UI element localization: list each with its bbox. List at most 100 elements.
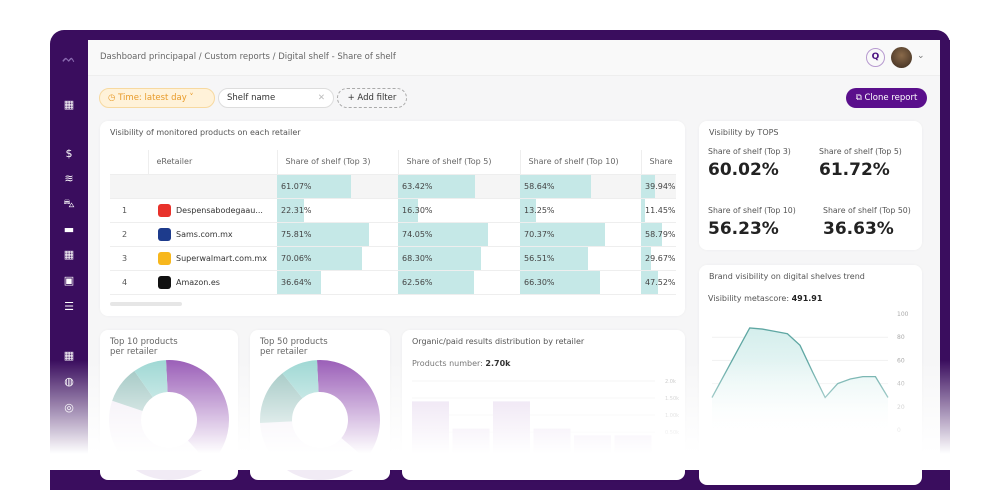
column-header[interactable]: Share of shelf (Top 10) xyxy=(519,150,641,175)
share-bar xyxy=(641,174,655,198)
retailer-name[interactable]: Superwalmart.com.mx xyxy=(176,253,267,263)
retailer-visibility-card: Visibility of monitored products on each… xyxy=(100,121,685,316)
metric-value: 36.63% xyxy=(823,219,894,239)
share-cell: 74.05% xyxy=(398,222,520,247)
share-bar xyxy=(277,198,304,222)
card-title: Top 10 products per retailer xyxy=(110,337,178,357)
grid-icon[interactable]: ▦ xyxy=(63,248,75,261)
share-bar xyxy=(398,198,418,222)
clear-icon[interactable]: ✕ xyxy=(317,93,325,103)
logo-icon: ᨓ xyxy=(62,52,76,65)
share-cell: 47.52% xyxy=(641,270,676,295)
visibility-table: eRetailer Share of shelf (Top 3) Share o… xyxy=(110,150,676,295)
chevron-down-icon[interactable]: ⌄ xyxy=(917,51,925,61)
visibility-by-tops-card: Visibility by TOPS Share of shelf (Top 3… xyxy=(699,121,922,250)
breadcrumb[interactable]: Dashboard principapal / Custom reports /… xyxy=(100,52,396,62)
ranking-icon[interactable]: ≋ xyxy=(64,172,74,185)
add-filter-button[interactable]: + Add filter xyxy=(337,88,407,108)
share-cell: 68.30% xyxy=(398,246,520,271)
retailer-logo-icon xyxy=(158,203,171,217)
share-bar xyxy=(398,270,475,294)
share-bar xyxy=(277,246,362,270)
time-filter[interactable]: ◷ Time: latest day ˅ xyxy=(99,88,215,108)
column-header[interactable]: Share xyxy=(640,150,676,175)
clone-report-button[interactable]: ⧉ Clone report xyxy=(846,88,927,108)
share-cell: 56.51% xyxy=(520,246,641,271)
share-cell: 70.37% xyxy=(520,222,641,247)
share-cell: 58.64% xyxy=(520,174,641,199)
share-bar xyxy=(520,270,601,294)
column-header[interactable]: eRetailer xyxy=(147,150,277,175)
store-icon[interactable]: ▬ xyxy=(63,223,75,236)
cart-icon[interactable]: ⛍ xyxy=(63,197,75,210)
share-bar xyxy=(398,246,482,270)
share-cell: 13.25% xyxy=(520,198,641,223)
retailer-name[interactable]: Sams.com.mx xyxy=(176,229,233,239)
search-icon[interactable]: Q xyxy=(866,48,885,67)
column-header[interactable]: Share of shelf (Top 5) xyxy=(397,150,520,175)
retailer-logo-icon xyxy=(158,227,171,241)
metric-label: Share of shelf (Top 3) xyxy=(708,147,791,156)
copy-icon: ⧉ xyxy=(855,93,865,103)
dashboard-icon[interactable]: ▦ xyxy=(63,98,75,111)
share-bar xyxy=(520,198,537,222)
share-cell: 36.64% xyxy=(277,270,398,295)
share-cell: 75.81% xyxy=(277,222,398,247)
metric-label: Share of shelf (Top 10) xyxy=(708,206,796,215)
share-bar xyxy=(520,222,606,246)
chevron-down-icon: ˅ xyxy=(186,93,194,103)
share-bar xyxy=(398,222,489,246)
dollar-icon[interactable]: $ xyxy=(65,147,73,160)
top-header: Dashboard principapal / Custom reports /… xyxy=(88,40,940,76)
share-cell: 63.42% xyxy=(398,174,520,199)
y-tick-label: 100 xyxy=(897,311,909,318)
share-cell: 61.07% xyxy=(277,174,398,199)
y-tick-label: 80 xyxy=(897,334,905,341)
list-icon[interactable]: ☰ xyxy=(64,300,74,313)
card-title: Visibility of monitored products on each… xyxy=(110,128,301,137)
retailer-name[interactable]: Despensabodegaau... xyxy=(176,205,263,215)
share-bar xyxy=(277,174,351,198)
table-row[interactable]: 1 Despensabodegaau... 22.31% 16.30% 13.25% 11… xyxy=(110,198,676,223)
share-cell: 70.06% xyxy=(277,246,398,271)
frame-edge xyxy=(940,40,950,470)
share-cell: 29.67% xyxy=(641,246,676,271)
share-bar xyxy=(641,198,645,222)
share-cell: 66.30% xyxy=(520,270,641,295)
card-title: Brand visibility on digital shelves tren… xyxy=(709,272,865,281)
share-bar xyxy=(641,270,658,294)
metascore: Visibility metascore: 491.91 xyxy=(708,294,823,303)
bottom-fade xyxy=(0,360,1000,470)
share-cell: 22.31% xyxy=(277,198,398,223)
metric-label: Share of shelf (Top 50) xyxy=(823,206,911,215)
share-bar xyxy=(398,174,476,198)
horizontal-scrollbar[interactable] xyxy=(110,302,182,306)
column-header[interactable]: Share of shelf (Top 3) xyxy=(276,150,398,175)
products-number: Products number: 2.70k xyxy=(412,359,511,368)
share-cell: 58.79% xyxy=(641,222,676,247)
shelf-name-filter[interactable]: Shelf name ✕ xyxy=(218,88,334,108)
table-row[interactable]: 3 Superwalmart.com.mx 70.06% 68.30% 56.51% 29… xyxy=(110,246,676,271)
share-bar xyxy=(520,174,591,198)
share-bar xyxy=(641,246,652,270)
card-title: Organic/paid results distribution by ret… xyxy=(412,337,585,346)
metric-label: Share of shelf (Top 5) xyxy=(819,147,902,156)
table-row[interactable]: 2 Sams.com.mx 75.81% 74.05% 70.37% 58.79% xyxy=(110,222,676,247)
image-search-icon[interactable]: ▣ xyxy=(63,274,75,287)
user-avatar[interactable] xyxy=(891,47,912,68)
summary-row: 61.07% 63.42% 58.64% 39.94% xyxy=(110,174,676,199)
card-title: Top 50 products per retailer xyxy=(260,337,328,357)
share-bar xyxy=(277,222,369,246)
retailer-name[interactable]: Amazon.es xyxy=(176,277,220,287)
metric-value: 60.02% xyxy=(708,160,779,180)
card-title: Visibility by TOPS xyxy=(709,128,779,137)
share-cell: 62.56% xyxy=(398,270,520,295)
share-bar xyxy=(520,246,589,270)
metric-value: 56.23% xyxy=(708,219,779,239)
report-edit-icon[interactable]: ▦ xyxy=(63,349,75,362)
share-cell: 11.45% xyxy=(641,198,676,223)
clock-icon: ◷ xyxy=(108,93,119,103)
share-bar xyxy=(641,222,662,246)
retailer-logo-icon xyxy=(158,275,171,289)
table-row[interactable]: 4 Amazon.es 36.64% 62.56% 66.30% 47.52% xyxy=(110,270,676,295)
